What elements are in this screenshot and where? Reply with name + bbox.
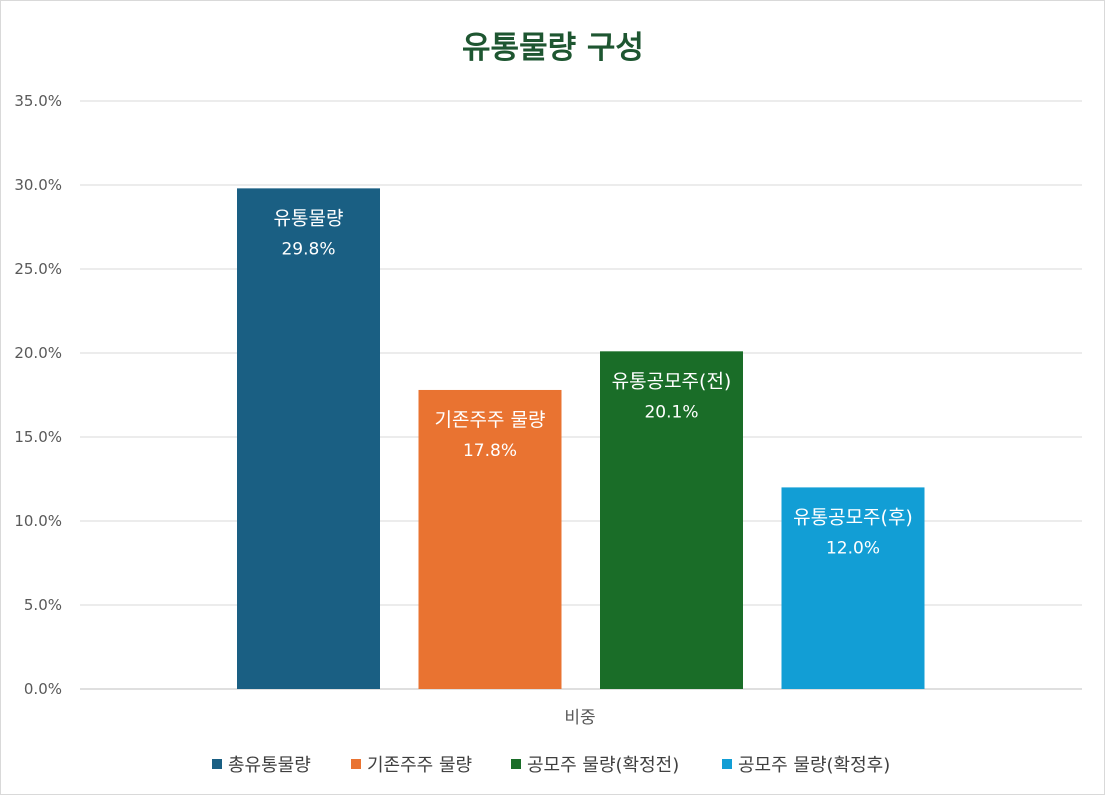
legend-swatch	[351, 759, 361, 769]
y-tick-label: 0.0%	[24, 680, 62, 698]
y-tick-label: 10.0%	[14, 512, 62, 530]
bar-category-label: 기존주주 물량	[435, 409, 546, 431]
bar	[237, 188, 380, 690]
bar-category-label: 유통공모주(후)	[793, 506, 913, 528]
bar-category-label: 유통공모주(전)	[612, 370, 732, 392]
bars: 유통물량 29.8% 기존주주 물량 17.8% 유통공모주(전) 20.1% 유통공모주(…	[237, 188, 925, 690]
gridlines	[80, 100, 1082, 690]
legend-swatch	[212, 759, 222, 769]
y-tick-label: 20.0%	[14, 344, 62, 362]
bar	[781, 487, 925, 689]
bar-value-label: 20.1%	[644, 402, 698, 422]
x-axis-category-label: 비중	[564, 708, 595, 728]
y-tick-label: 35.0%	[14, 92, 62, 110]
bar	[600, 351, 743, 689]
y-tick-label: 5.0%	[24, 596, 62, 614]
y-tick-label: 30.0%	[14, 176, 62, 194]
legend: 총유통물량 기존주주 물량 공모주 물량(확정전) 공모주 물량(확정후)	[212, 755, 890, 776]
legend-entry: 기존주주 물량	[367, 755, 472, 776]
legend-entry: 공모주 물량(확정후)	[738, 755, 890, 776]
legend-entry: 공모주 물량(확정전)	[527, 755, 679, 776]
y-tick-label: 25.0%	[14, 260, 62, 278]
y-axis: 0.0% 5.0% 10.0% 15.0% 20.0% 25.0% 30.0% 35.0%	[14, 92, 62, 698]
legend-swatch	[722, 759, 732, 769]
bar-category-label: 유통물량	[274, 207, 344, 229]
bar	[418, 389, 562, 689]
bar-value-label: 12.0%	[826, 538, 880, 558]
y-tick-label: 15.0%	[14, 428, 62, 446]
bar-value-label: 17.8%	[463, 441, 517, 461]
legend-entry: 총유통물량	[228, 755, 311, 776]
chart-title: 유통물량 구성	[462, 30, 644, 66]
legend-swatch	[511, 759, 521, 769]
bar-value-label: 29.8%	[281, 239, 335, 259]
